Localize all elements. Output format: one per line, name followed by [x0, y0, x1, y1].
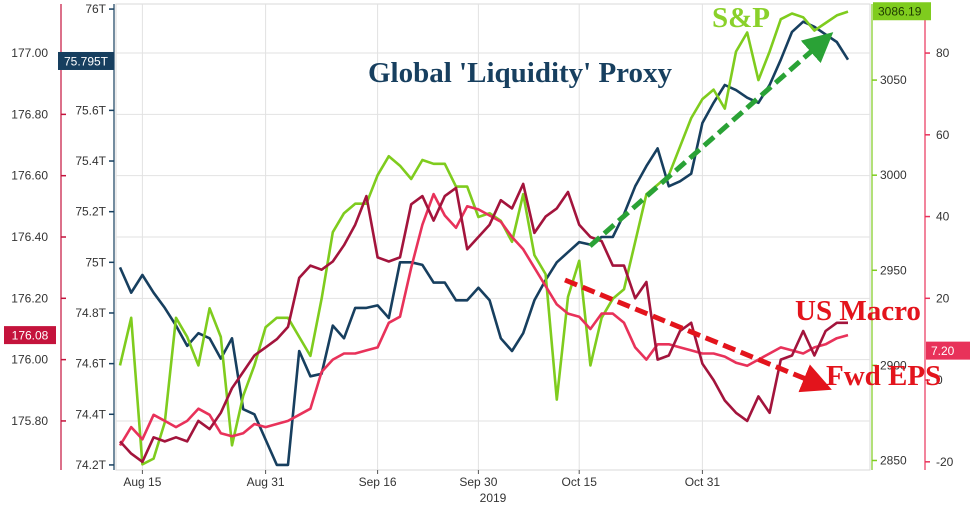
- eps-trend-arrow: [564, 277, 832, 393]
- inner-left-value-badge: [58, 51, 114, 70]
- macro-annotation: US Macro: [795, 295, 921, 327]
- axes: Aug 15 Aug 31 Sep 16 Sep 30 Oct 15 Oct 31 2019…: [11, 2, 953, 505]
- x-tick-label: Sep 30: [459, 475, 497, 489]
- outer-right-value-badge-label: 7.20: [931, 344, 955, 358]
- inner-left-tick-label: 75.2T: [75, 205, 106, 219]
- inner-right-tick-label: 2850: [880, 453, 907, 467]
- outer-right-tick-label: 0: [936, 373, 943, 387]
- inner-left-tick-label: 75.6T: [75, 103, 106, 117]
- outer-right-tick-label: -20: [936, 455, 954, 469]
- inner-right-tick-label: 3000: [880, 168, 907, 182]
- outer-right-tick-label: 40: [936, 210, 950, 224]
- outer-right-tick-label: 80: [936, 46, 950, 60]
- x-tick-label: Sep 16: [359, 475, 397, 489]
- series-line-inner-left: [118, 20, 850, 467]
- x-axis-label: 2019: [480, 491, 507, 505]
- x-tick-label: Oct 15: [562, 475, 598, 489]
- inner-left-tick-label: 74.2T: [75, 458, 106, 472]
- inner-right-value-badge-label: 3086.19: [878, 5, 922, 19]
- outer-left-tick-label: 177.00: [11, 46, 48, 60]
- x-tick-label: Oct 31: [685, 475, 721, 489]
- outer-left-tick-label: 176.80: [11, 107, 48, 121]
- outer-right-value-badge: [926, 341, 970, 360]
- inner-right-tick-label: 2950: [880, 263, 907, 277]
- outer-right-tick-label: 60: [936, 128, 950, 142]
- x-tick-label: Aug 15: [123, 475, 161, 489]
- grid: [115, 3, 871, 471]
- inner-left-value-badge-label: 75.795T: [64, 54, 109, 68]
- inner-left-tick-label: 74.8T: [75, 306, 106, 320]
- inner-left-tick-label: 75T: [85, 255, 106, 269]
- outer-left-tick-label: 176.40: [11, 230, 48, 244]
- sp-trend-arrow: [588, 32, 834, 248]
- inner-left-tick-label: 74.4T: [75, 407, 106, 421]
- inner-left-tick-label: 75.4T: [75, 154, 106, 168]
- outer-left-tick-label: 176.60: [11, 169, 48, 183]
- x-tick-label: Aug 31: [247, 475, 285, 489]
- inner-right-tick-label: 2900: [880, 358, 907, 372]
- sp-annotation: S&P: [712, 2, 770, 34]
- outer-left-tick-label: 176.20: [11, 291, 48, 305]
- outer-left-value-badge: [4, 326, 56, 345]
- outer-right-tick-label: 20: [936, 291, 950, 305]
- series-line-inner-right: [118, 10, 849, 466]
- value-badges: 176.08 75.795T 3086.19 7.20: [4, 2, 970, 360]
- inner-left-tick-label: 76T: [85, 2, 106, 16]
- eps-annotation: Fwd EPS: [826, 360, 941, 392]
- outer-left-tick-label: 176.00: [11, 353, 48, 367]
- inner-right-tick-label: 3050: [880, 73, 907, 87]
- inner-right-value-badge: [873, 2, 931, 21]
- series-line-outer-right: [119, 182, 848, 464]
- series-lines: [118, 10, 850, 467]
- series-line-outer-left: [118, 192, 849, 447]
- outer-left-tick-label: 175.80: [11, 414, 48, 428]
- liquidity-annotation: Global 'Liquidity' Proxy: [368, 57, 673, 89]
- inner-left-tick-label: 74.6T: [75, 357, 106, 371]
- outer-left-value-badge-label: 176.08: [12, 329, 49, 343]
